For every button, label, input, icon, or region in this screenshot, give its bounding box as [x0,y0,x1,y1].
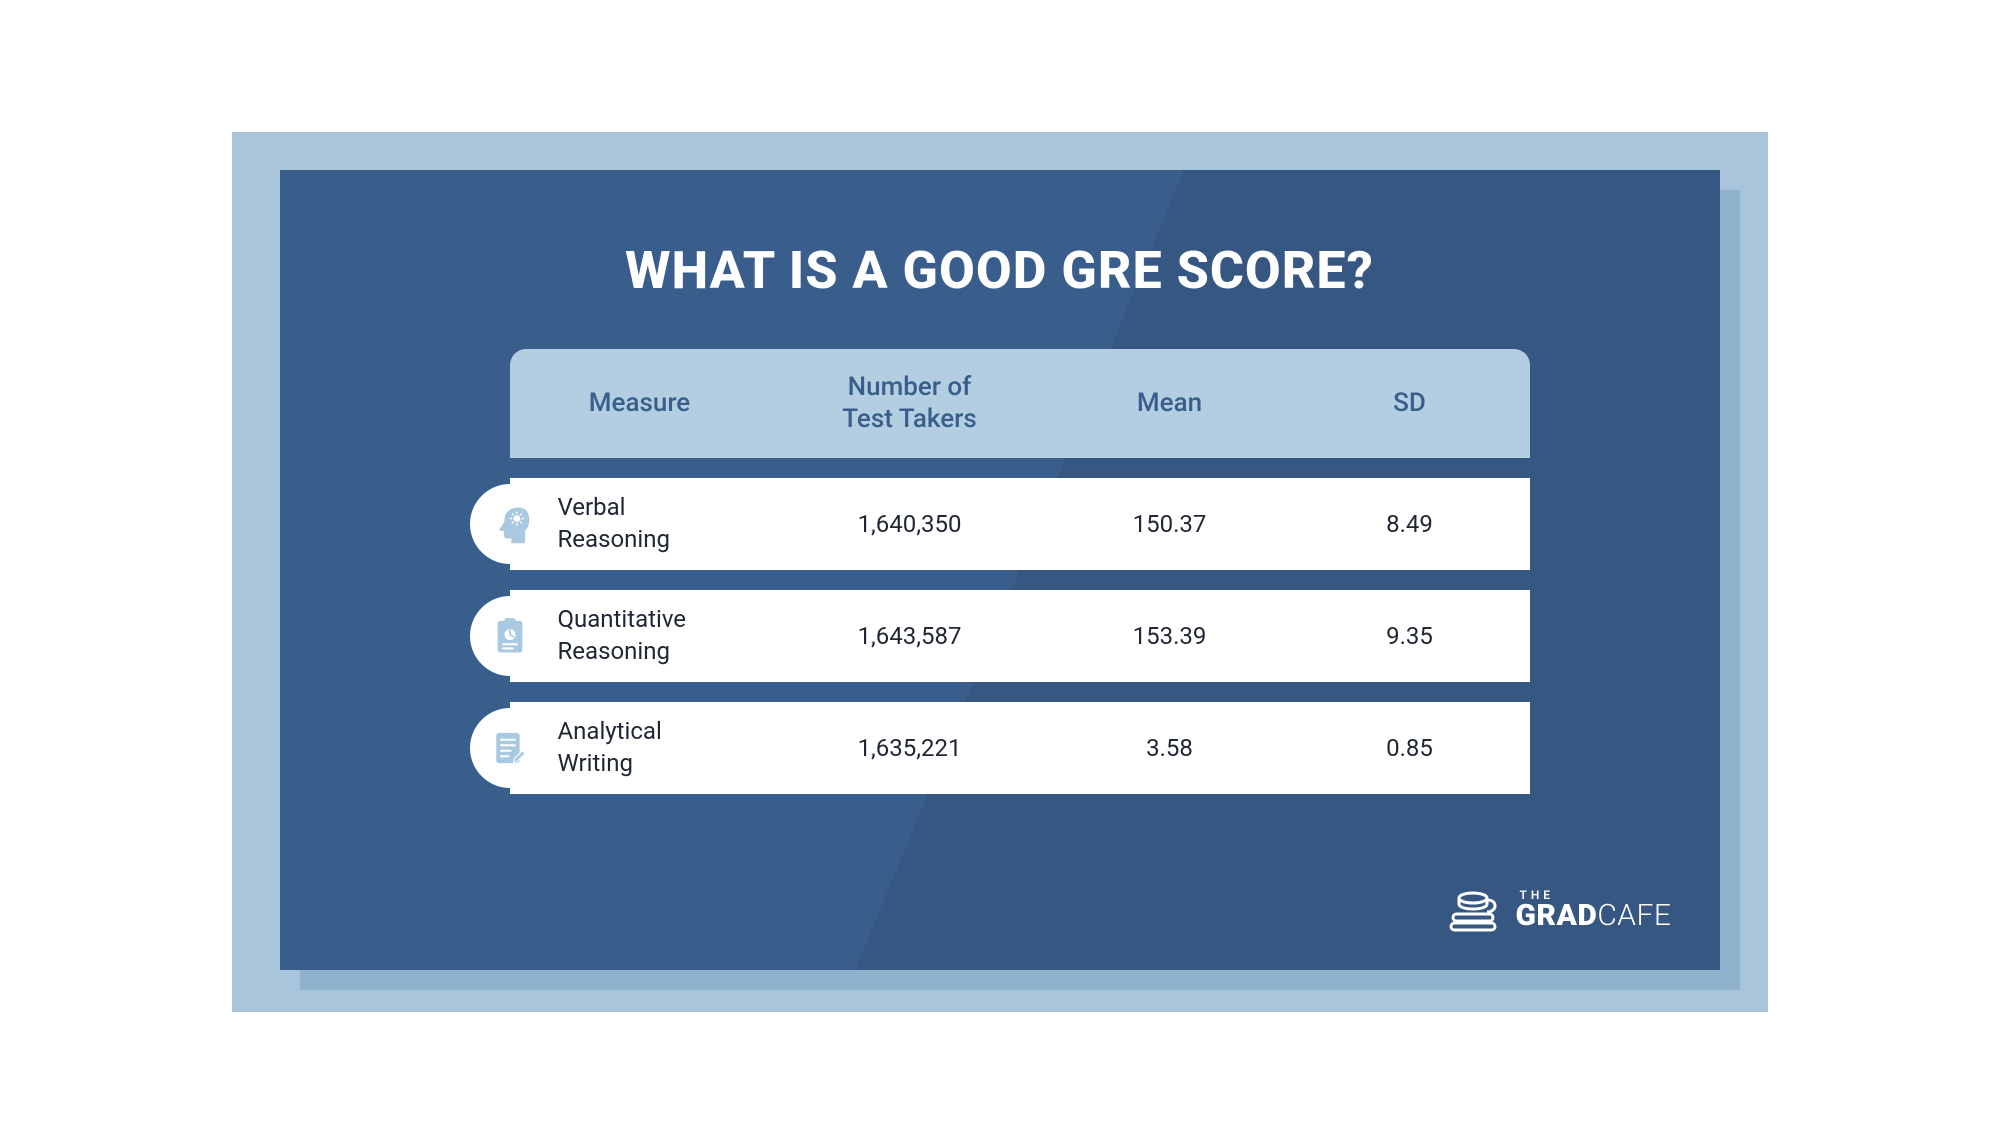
cell-sd: 0.85 [1290,734,1530,762]
head-gear-icon [470,484,550,564]
table-row-inner: QuantitativeReasoning 1,643,587 153.39 9… [510,590,1530,682]
brand-logo: THE GRADCAFE [1447,886,1671,934]
table-row: AnalyticalWriting 1,635,221 3.58 0.85 [470,702,1530,794]
cell-mean: 153.39 [1050,622,1290,650]
cell-sd: 8.49 [1290,510,1530,538]
cell-mean: 3.58 [1050,734,1290,762]
table-row-inner: AnalyticalWriting 1,635,221 3.58 0.85 [510,702,1530,794]
table-header-mean: Mean [1050,387,1290,420]
cell-num: 1,643,587 [770,622,1050,650]
cell-sd: 9.35 [1290,622,1530,650]
cell-num: 1,640,350 [770,510,1050,538]
brand-bold: GRAD [1515,898,1597,933]
table-header-num: Number ofTest Takers [770,371,1050,436]
brand-light: CAFE [1597,898,1671,933]
cell-num: 1,635,221 [770,734,1050,762]
score-table: Measure Number ofTest Takers Mean SD [470,349,1530,794]
table-row: VerbalReasoning 1,640,350 150.37 8.49 [470,478,1530,570]
page-outer: WHAT IS A GOOD GRE SCORE? Measure Number… [232,132,1768,1012]
card: WHAT IS A GOOD GRE SCORE? Measure Number… [280,170,1720,970]
cell-mean: 150.37 [1050,510,1290,538]
card-content: WHAT IS A GOOD GRE SCORE? Measure Number… [280,170,1720,794]
brand-logo-text: THE GRADCAFE [1515,889,1671,931]
coffee-books-icon [1447,886,1503,934]
table-header-measure: Measure [510,387,770,420]
table-row-inner: VerbalReasoning 1,640,350 150.37 8.49 [510,478,1530,570]
note-edit-icon [470,708,550,788]
page-title: WHAT IS A GOOD GRE SCORE? [370,240,1630,301]
table-row: QuantitativeReasoning 1,643,587 153.39 9… [470,590,1530,682]
table-header-row: Measure Number ofTest Takers Mean SD [510,349,1530,458]
table-header-sd: SD [1290,387,1530,420]
clipboard-icon [470,596,550,676]
